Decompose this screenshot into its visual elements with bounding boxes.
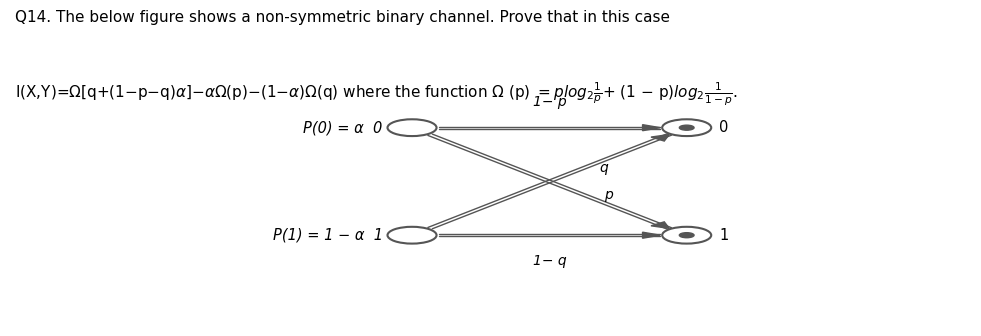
Circle shape xyxy=(387,227,437,244)
Text: 1− p: 1− p xyxy=(533,95,566,109)
Circle shape xyxy=(679,233,694,238)
Text: Q14. The below figure shows a non-symmetric binary channel. Prove that in this c: Q14. The below figure shows a non-symmet… xyxy=(15,10,670,25)
Text: P(0) = α  0: P(0) = α 0 xyxy=(303,120,383,135)
Polygon shape xyxy=(643,125,660,131)
Text: 1− q: 1− q xyxy=(533,254,566,268)
Circle shape xyxy=(679,125,694,130)
Polygon shape xyxy=(651,134,669,141)
Circle shape xyxy=(662,227,711,244)
Text: I(X,Y)=$\Omega$[q+(1$-$p$-$q)$\alpha$]$-\alpha\Omega$(p)$-$(1$-\alpha$)$\Omega$(: I(X,Y)=$\Omega$[q+(1$-$p$-$q)$\alpha$]$-… xyxy=(15,81,738,108)
Text: 0: 0 xyxy=(719,120,729,135)
Polygon shape xyxy=(643,232,660,238)
Text: p: p xyxy=(604,188,612,202)
Polygon shape xyxy=(651,222,669,228)
Text: 1: 1 xyxy=(719,228,728,243)
Circle shape xyxy=(662,119,711,136)
Text: q: q xyxy=(599,161,607,175)
Circle shape xyxy=(387,119,437,136)
Text: P(1) = 1 − α  1: P(1) = 1 − α 1 xyxy=(273,228,383,243)
